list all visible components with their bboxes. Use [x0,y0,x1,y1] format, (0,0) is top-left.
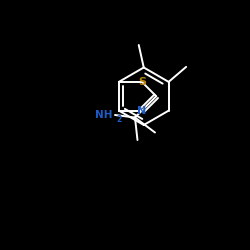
Text: N: N [137,106,146,116]
Text: NH: NH [95,110,112,120]
Text: 2: 2 [116,115,121,124]
Text: S: S [138,77,146,87]
